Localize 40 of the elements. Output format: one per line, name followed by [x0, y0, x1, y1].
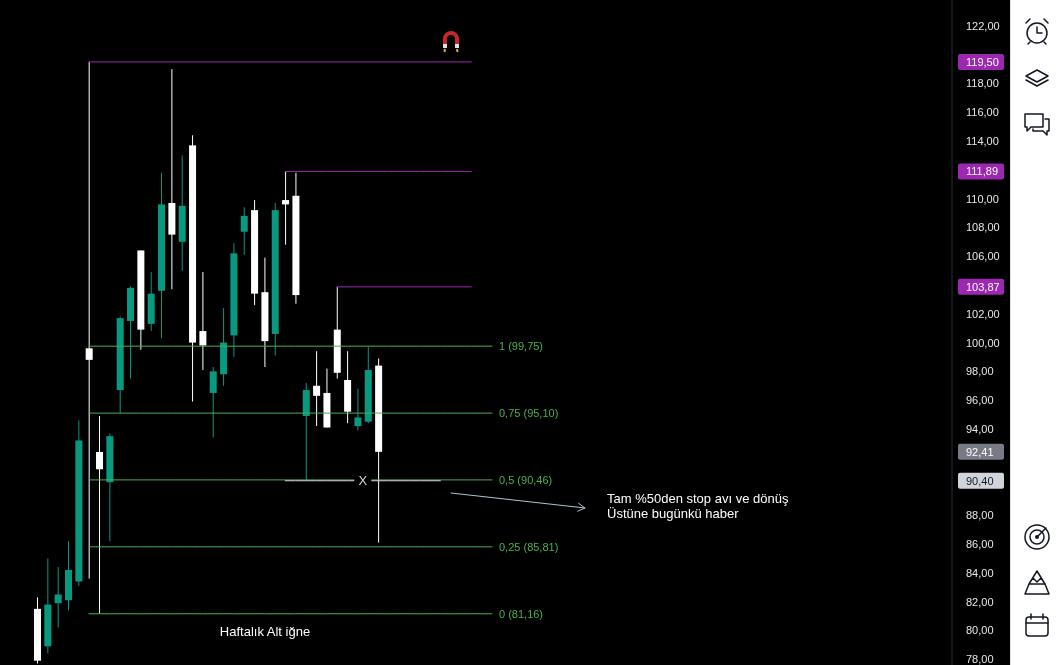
series-label: 1 (99,75)	[499, 340, 544, 353]
annotation: Haftalık Alt iğne	[219, 624, 311, 639]
y-tick-label: 118,00	[966, 77, 999, 90]
y-tick-label: 92,41	[966, 445, 994, 458]
y-tick-label: 78,00	[966, 653, 994, 665]
series-label: 0,25 (85,81)	[499, 540, 559, 553]
y-tick-label: 122,00	[966, 19, 1000, 32]
y-tick-label: 80,00	[966, 624, 994, 637]
y-tick-label: 96,00	[966, 394, 994, 407]
y-tick-label: 116,00	[966, 106, 999, 119]
y-tick-label: 114,00	[966, 135, 999, 148]
candlestick	[85, 61, 93, 580]
candlestick	[96, 415, 104, 615]
y-tick-label: 88,00	[966, 509, 994, 522]
y-tick-label: 84,00	[966, 566, 994, 579]
candlestick	[354, 388, 362, 431]
y-tick-label: 100,00	[966, 336, 1000, 349]
y-tick-label: 102,00	[966, 307, 1000, 320]
candlestick	[199, 271, 207, 371]
annotation: Tam %50den stop avı ve dönüş Üstüne bugünkü haber	[607, 491, 789, 521]
series-label: 0 (81,16)	[499, 607, 544, 620]
y-tick-label: 82,00	[966, 595, 994, 608]
candlestick	[240, 206, 248, 256]
y-tick-label: 94,00	[966, 422, 994, 435]
y-tick-label: 110,00	[966, 192, 999, 205]
y-tick-label: 86,00	[966, 538, 994, 551]
series-label: 0,75 (95,10)	[499, 407, 559, 420]
candlestick	[313, 350, 321, 427]
series-label: 0,5 (90,46)	[499, 473, 553, 486]
y-tick-label: 108,00	[966, 221, 1000, 234]
candlestick	[282, 170, 290, 246]
y-tick-label: 103,87	[966, 280, 1000, 293]
y-tick-label: 90,40	[966, 474, 994, 487]
candlestick	[209, 366, 217, 439]
y-tick-label: 111,89	[966, 165, 999, 178]
y-tick-label: 106,00	[966, 250, 1000, 263]
candlestick	[54, 566, 62, 629]
y-tick-label: 119,50	[966, 55, 999, 68]
annotation: X	[358, 473, 368, 489]
y-tick-label: 98,00	[966, 365, 994, 378]
